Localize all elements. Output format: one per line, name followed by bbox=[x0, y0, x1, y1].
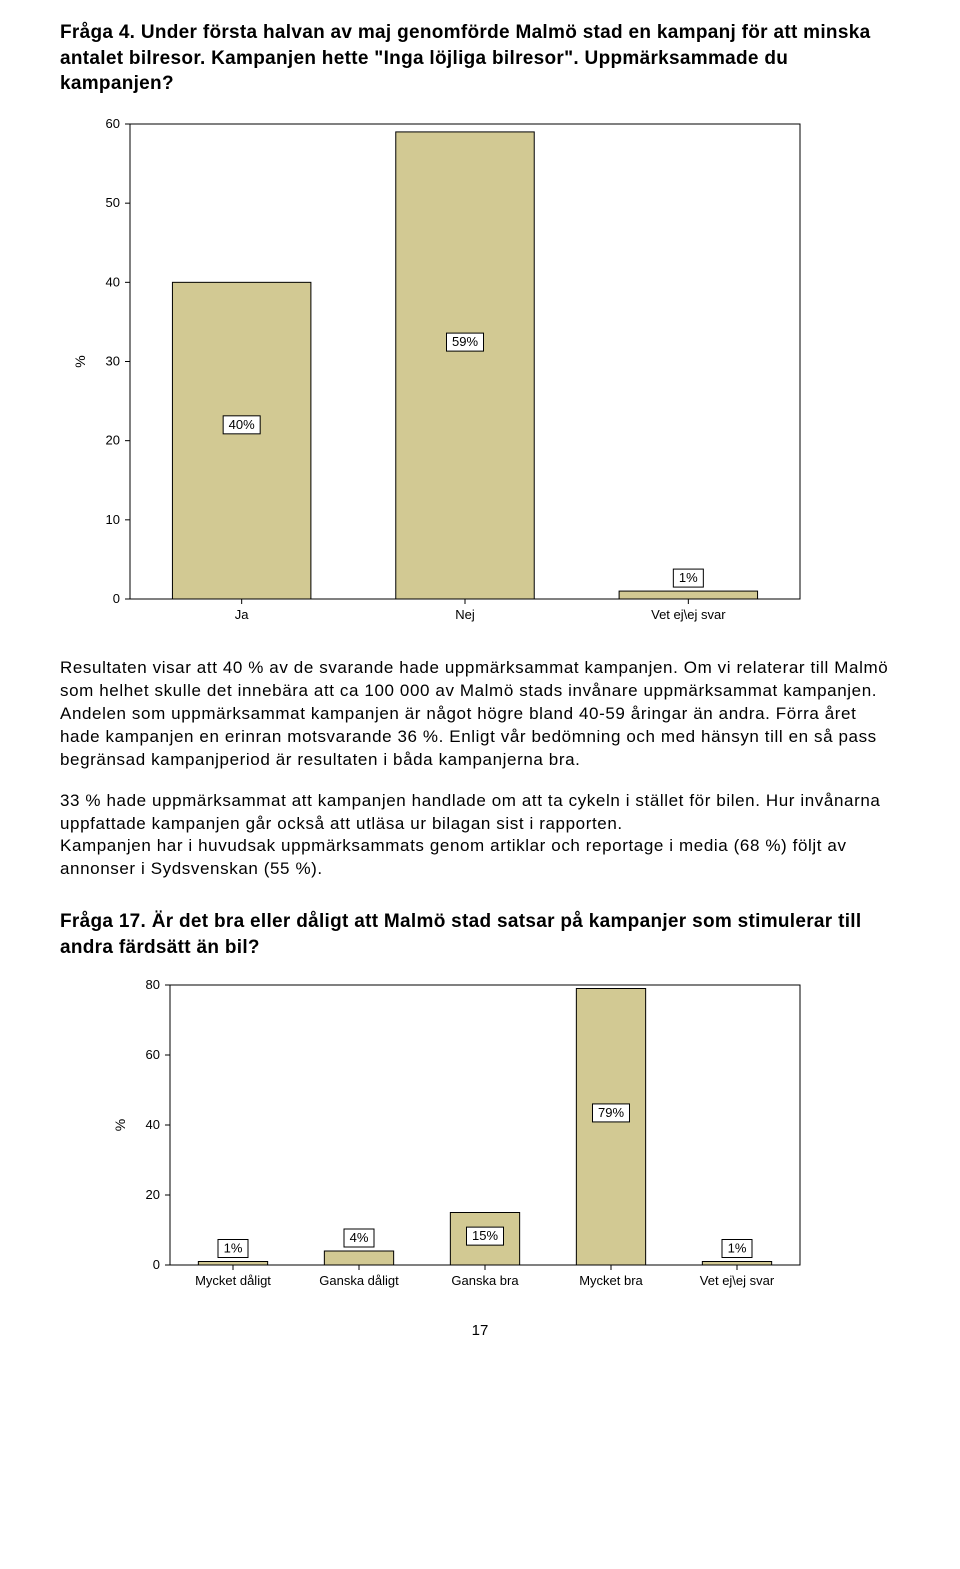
chart1: 0 10 20 30 40 50 60% Ja 40% Nej 59% Vet ej\ej svar 1… bbox=[60, 109, 820, 639]
svg-text:%: % bbox=[72, 355, 88, 367]
question17-heading: Fråga 17. Är det bra eller dåligt att Ma… bbox=[60, 909, 900, 960]
svg-text:40%: 40% bbox=[229, 417, 255, 432]
svg-text:Mycket bra: Mycket bra bbox=[579, 1273, 643, 1288]
para1: Resultaten visar att 40 % av de svarande… bbox=[60, 657, 900, 772]
analysis-text: Resultaten visar att 40 % av de svarande… bbox=[60, 657, 900, 881]
svg-text:0: 0 bbox=[153, 1257, 160, 1272]
para3: Kampanjen har i huvudsak uppmärksammats … bbox=[60, 835, 900, 881]
svg-text:0: 0 bbox=[113, 591, 120, 606]
para2: 33 % hade uppmärksammat att kampanjen ha… bbox=[60, 790, 900, 836]
svg-text:Vet ej\ej svar: Vet ej\ej svar bbox=[700, 1273, 775, 1288]
svg-text:30: 30 bbox=[106, 353, 120, 368]
svg-text:Ganska dåligt: Ganska dåligt bbox=[319, 1273, 399, 1288]
svg-text:Mycket dåligt: Mycket dåligt bbox=[195, 1273, 271, 1288]
svg-text:10: 10 bbox=[106, 512, 120, 527]
svg-text:Ja: Ja bbox=[235, 607, 250, 622]
svg-text:80: 80 bbox=[146, 977, 160, 992]
question4-heading: Fråga 4. Under första halvan av maj geno… bbox=[60, 20, 900, 97]
chart2: 0 20 40 60 80% Mycket dåligt 1% Ganska dåligt 4%… bbox=[100, 973, 820, 1303]
svg-text:40: 40 bbox=[106, 274, 120, 289]
svg-text:1%: 1% bbox=[728, 1240, 747, 1255]
svg-text:20: 20 bbox=[106, 433, 120, 448]
svg-text:4%: 4% bbox=[350, 1230, 369, 1245]
svg-text:1%: 1% bbox=[679, 570, 698, 585]
svg-text:60: 60 bbox=[106, 116, 120, 131]
page-number: 17 bbox=[60, 1321, 900, 1341]
svg-text:%: % bbox=[112, 1118, 128, 1130]
svg-text:50: 50 bbox=[106, 195, 120, 210]
svg-text:60: 60 bbox=[146, 1047, 160, 1062]
svg-text:59%: 59% bbox=[452, 334, 478, 349]
chart2-container: 0 20 40 60 80% Mycket dåligt 1% Ganska dåligt 4%… bbox=[100, 973, 900, 1303]
svg-text:Nej: Nej bbox=[455, 607, 475, 622]
svg-text:40: 40 bbox=[146, 1117, 160, 1132]
svg-text:Ganska bra: Ganska bra bbox=[451, 1273, 519, 1288]
svg-text:20: 20 bbox=[146, 1187, 160, 1202]
chart1-container: 0 10 20 30 40 50 60% Ja 40% Nej 59% Vet ej\ej svar 1… bbox=[60, 109, 900, 639]
svg-text:Vet ej\ej svar: Vet ej\ej svar bbox=[651, 607, 726, 622]
svg-text:1%: 1% bbox=[224, 1240, 243, 1255]
svg-text:79%: 79% bbox=[598, 1105, 624, 1120]
svg-text:15%: 15% bbox=[472, 1228, 498, 1243]
